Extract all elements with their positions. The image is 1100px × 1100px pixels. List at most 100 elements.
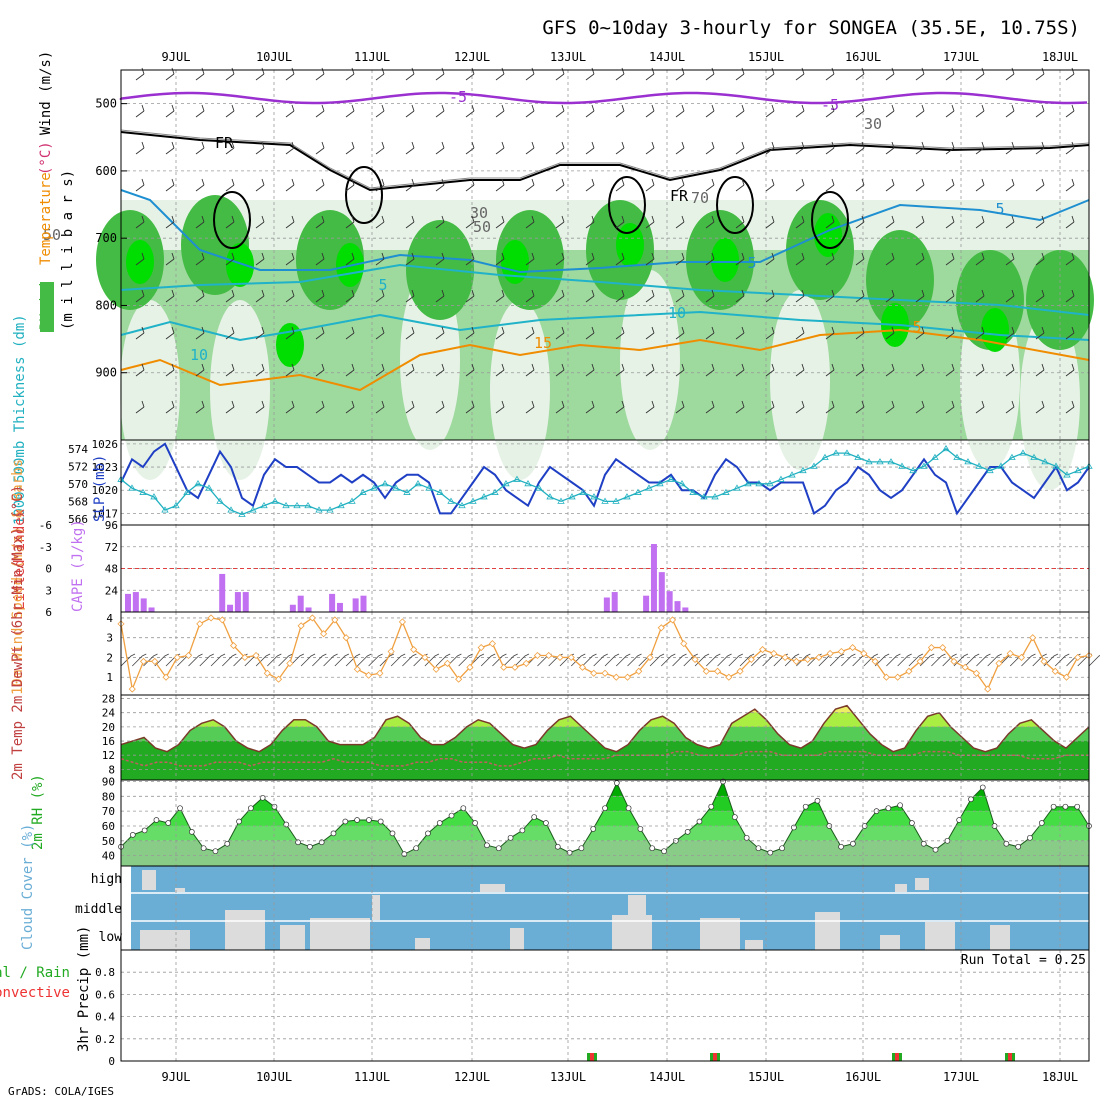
bottom-date-label: 17JUL [943,1070,979,1084]
upper-ytick-label: 600 [95,164,117,178]
rh-point [767,849,774,856]
rh-point [779,845,785,852]
wind-barb [525,178,535,192]
wind-barb [615,289,625,303]
wind-barb [645,67,655,81]
thickness-point [348,497,356,504]
surface-wind-barb [739,653,755,667]
rh-saturated-core [501,240,529,284]
wind-barb [585,326,595,340]
rh-dry-plume [490,300,550,480]
rh-point [342,818,349,825]
thickness-point [502,480,510,487]
wind-barb [645,400,655,414]
wind-barb [255,141,265,155]
panel-frame [120,611,1090,696]
thickness-point [205,484,213,491]
cape-bar [666,591,673,612]
surface-wind-barb [1054,653,1070,667]
rh-point [366,817,372,823]
wind-barb [975,363,985,377]
wind-barb [975,178,985,192]
wind-barb [165,289,175,303]
rh-moist-plume [866,230,934,330]
wind-speed-point [128,685,136,693]
wind-barb [345,400,355,414]
wind-speed-point [567,653,575,662]
wind-speed-point [668,616,677,624]
wind-barb [285,363,295,377]
cloud-cover-block [628,895,646,915]
rh-point [177,805,183,812]
wind-barb [345,67,355,81]
cape-label: CAPE (J/kg) [70,519,86,612]
thickness-point [260,501,268,509]
contour-label: 5 [747,254,756,272]
rh-point [661,848,667,855]
wind-barb [885,326,895,340]
wind-barb [255,326,265,340]
cloud-cover-block [310,918,370,950]
wind-barb [1005,363,1015,377]
panel-frame [120,439,1090,526]
rh-point [814,797,821,804]
wind-speed-point [365,671,373,679]
wind-barb [495,252,505,266]
surface-wind-barb [728,653,743,667]
thickness-point [623,493,631,500]
cape-bar [132,592,139,612]
rh-point [354,817,360,823]
thickness-point [238,510,246,517]
wind-barb [135,326,145,340]
thickness-point [579,488,587,495]
contour-label: -5 [821,96,839,114]
wind-speed-point [286,659,294,667]
rh-point [1027,834,1033,841]
cloud-panel: high middle low Cloud Cover (%) [20,824,1090,951]
surface-wind-barb [593,653,608,667]
rh-point [212,848,219,855]
wind-barb [165,326,175,340]
surface-wind-barb [357,653,372,667]
wind-barb [825,400,835,414]
thickness-point [656,480,664,487]
temp-band [121,726,1089,742]
contour-label: -5 [449,88,467,106]
wind-barb [975,141,985,155]
ytick-label: 1026 [92,438,119,451]
wind-barb [255,215,265,229]
surface-wind-barb [886,653,901,667]
wind-speed-point [601,669,609,677]
wind-barb [855,141,865,155]
cape-panel: 24 48 72 96 6 3 0 -3 -6 Lifted Index CAPE (J/kg) [12,509,1090,619]
wind-barb [285,215,295,229]
wind-barb [885,104,895,118]
cape-bar [658,572,665,612]
wind-barb [1005,400,1015,414]
ytick-label: 60 [102,820,115,833]
wind-barb [765,363,775,377]
wind-barb [525,326,535,340]
ytick-label: 50 [102,835,115,848]
wind-barb [1005,67,1015,81]
thickness-point [931,453,939,460]
wind-barb [735,104,745,118]
wind-barb [555,363,565,377]
thickness-point [711,493,719,500]
thickness-point [865,458,873,465]
wind-barb [705,363,715,377]
wind-barb [735,67,745,81]
wind-barb [1035,141,1045,155]
wind-barb [675,289,685,303]
wind-speed-point [533,651,542,660]
surface-wind-barb [627,653,642,667]
wind-barb [225,363,235,377]
wind-barb [1035,104,1045,118]
thickness-point [898,462,906,469]
rh-point [1074,803,1081,810]
temperature-label: Temperature [38,172,54,265]
wind-barb [855,178,865,192]
cape-bar [140,598,147,612]
temp-contour-15 [120,328,1090,392]
